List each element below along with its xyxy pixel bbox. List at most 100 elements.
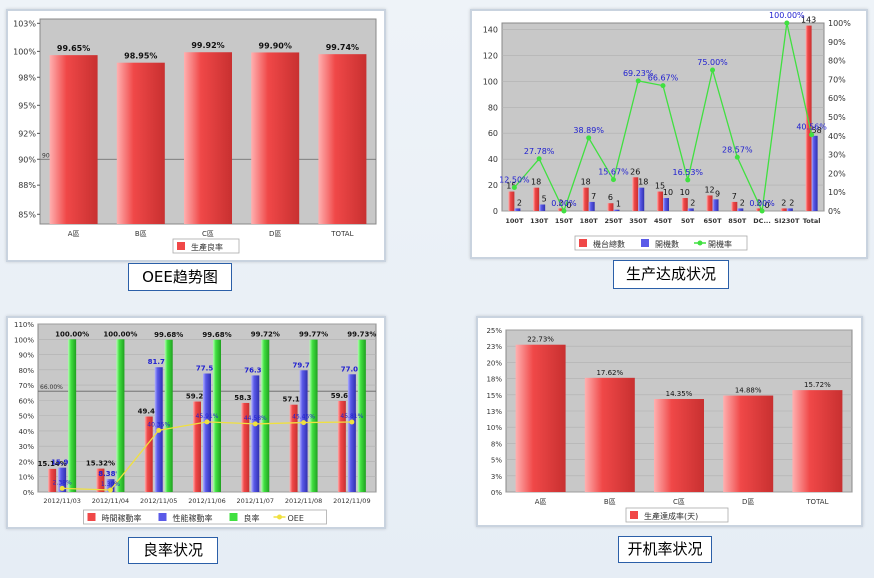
bar-total <box>756 208 763 211</box>
y-right-tick-label: 40% <box>828 132 846 141</box>
y-tick-label: 85% <box>18 210 36 219</box>
data-label-oee: 1.30% <box>101 481 120 488</box>
y-tick-label: 40 <box>488 155 498 164</box>
y-tick-label: 60% <box>18 397 34 405</box>
point-rate <box>635 78 641 84</box>
data-label-total: 12 <box>704 185 714 194</box>
data-label-running: 1 <box>616 200 621 209</box>
y-right-tick-label: 70% <box>828 75 846 84</box>
bar-performance <box>347 374 356 492</box>
point-rate <box>784 20 790 26</box>
legend-label: 開機數 <box>655 239 679 249</box>
data-label-total: 2 <box>757 198 762 207</box>
uptime-caption: 开机率状况 <box>618 536 712 563</box>
legend-label: 性能稼動率 <box>173 513 213 523</box>
data-label-oee: 45.81% <box>340 413 363 420</box>
data-label: 100.00% <box>103 330 137 338</box>
point-rate <box>561 208 567 214</box>
data-label-total: 10 <box>680 188 690 197</box>
legend-box <box>625 507 729 523</box>
bar-time-utilization <box>337 400 346 492</box>
point-oee <box>156 427 162 433</box>
legend-swatch <box>177 242 185 250</box>
y-right-tick-label: 60% <box>828 94 846 103</box>
bar-yield <box>357 339 366 492</box>
bar-time-utilization <box>48 468 57 492</box>
data-label-running: 9 <box>715 189 720 198</box>
data-label: 59.60 <box>331 392 353 400</box>
data-label-rate: 75.00% <box>697 58 728 67</box>
y-tick-label: 50% <box>18 413 34 421</box>
data-label: 15.72% <box>804 381 831 389</box>
x-tick-label: 850T <box>728 217 747 225</box>
data-label-total: 143 <box>801 16 816 25</box>
y-tick-label: 8% <box>491 440 502 448</box>
x-tick-label: 2012/11/05 <box>140 497 177 505</box>
legend-swatch <box>630 511 638 519</box>
bar-time-utilization <box>241 402 250 492</box>
data-label-running: 18 <box>638 178 648 187</box>
bar-total <box>657 191 663 211</box>
y-right-tick-label: 30% <box>828 151 846 160</box>
point-rate <box>710 67 716 73</box>
legend-label: 良率 <box>244 513 260 523</box>
y-tick-label: 15% <box>486 392 502 400</box>
bar <box>515 344 566 492</box>
x-tick-label: 130T <box>530 217 549 225</box>
data-label-total: 15 <box>655 182 665 191</box>
point-oee <box>252 421 258 427</box>
data-label: 15.14% <box>38 460 67 468</box>
x-tick-label: DC... <box>753 217 771 225</box>
y-tick-label: 90% <box>18 352 34 360</box>
x-tick-label: 250T <box>604 217 623 225</box>
data-label: 8.38% <box>98 470 122 478</box>
data-label: 79.70 <box>292 361 314 369</box>
bar-time-utilization <box>144 416 153 492</box>
data-label: 99.68% <box>154 331 183 339</box>
legend-label: 開機率 <box>708 239 732 249</box>
reference-line-label: 66.00% <box>40 384 63 391</box>
data-label: 77.58 <box>196 365 218 373</box>
y-tick-label: 95% <box>18 101 36 110</box>
y-tick-label: 70% <box>18 382 34 390</box>
yield-chart-panel: 0% 10% 20% 30% 40% 50% 60% 70% 80% 90% 100% 110% 66.… <box>6 316 386 529</box>
data-label-rate: 100.00% <box>769 11 805 20</box>
bar <box>318 54 367 225</box>
y-tick-label: 20% <box>486 359 502 367</box>
bar-time-utilization <box>96 468 105 492</box>
legend-swatch <box>87 513 96 521</box>
bar-total <box>533 187 540 211</box>
data-label-rate: 38.89% <box>573 126 604 135</box>
production-chart: 0204060801001201400%10%20%30%40%50%60%70… <box>483 11 851 251</box>
bar <box>184 52 232 224</box>
bar-yield <box>261 339 270 492</box>
bar-yield <box>164 339 173 492</box>
y-tick-label: 5% <box>491 457 502 465</box>
yield-chart: 0% 10% 20% 30% 40% 50% 60% 70% 80% 90% 100% 110% 66.… <box>14 321 377 525</box>
data-label-rate: 15.67% <box>598 168 629 177</box>
legend-label: OEE <box>288 514 304 523</box>
y-tick-label: 25% <box>486 327 502 335</box>
y-right-tick-label: 50% <box>828 113 846 122</box>
bar-total <box>632 177 639 211</box>
y-right-tick-label: 20% <box>828 169 846 178</box>
x-tick-label: 2012/11/09 <box>333 497 370 505</box>
x-tick-label: 50T <box>681 217 695 225</box>
y-tick-label: 140 <box>483 25 498 34</box>
bar-yield <box>116 339 125 492</box>
bar-performance <box>203 373 211 492</box>
point-rate <box>660 83 666 89</box>
bar-running <box>663 198 669 211</box>
y-tick-label: 110% <box>14 321 34 329</box>
point-rate <box>536 156 542 162</box>
legend-marker <box>277 514 282 520</box>
data-label-oee: 40.35% <box>147 421 170 428</box>
point-oee <box>204 419 210 425</box>
data-label-running: 10 <box>663 188 673 197</box>
bar-yield <box>213 339 221 492</box>
legend-label: 生產良率 <box>191 242 223 252</box>
data-label: 15.94 <box>51 459 73 467</box>
point-oee <box>349 419 355 425</box>
data-label: 98.95% <box>124 52 157 61</box>
bar <box>251 52 300 224</box>
